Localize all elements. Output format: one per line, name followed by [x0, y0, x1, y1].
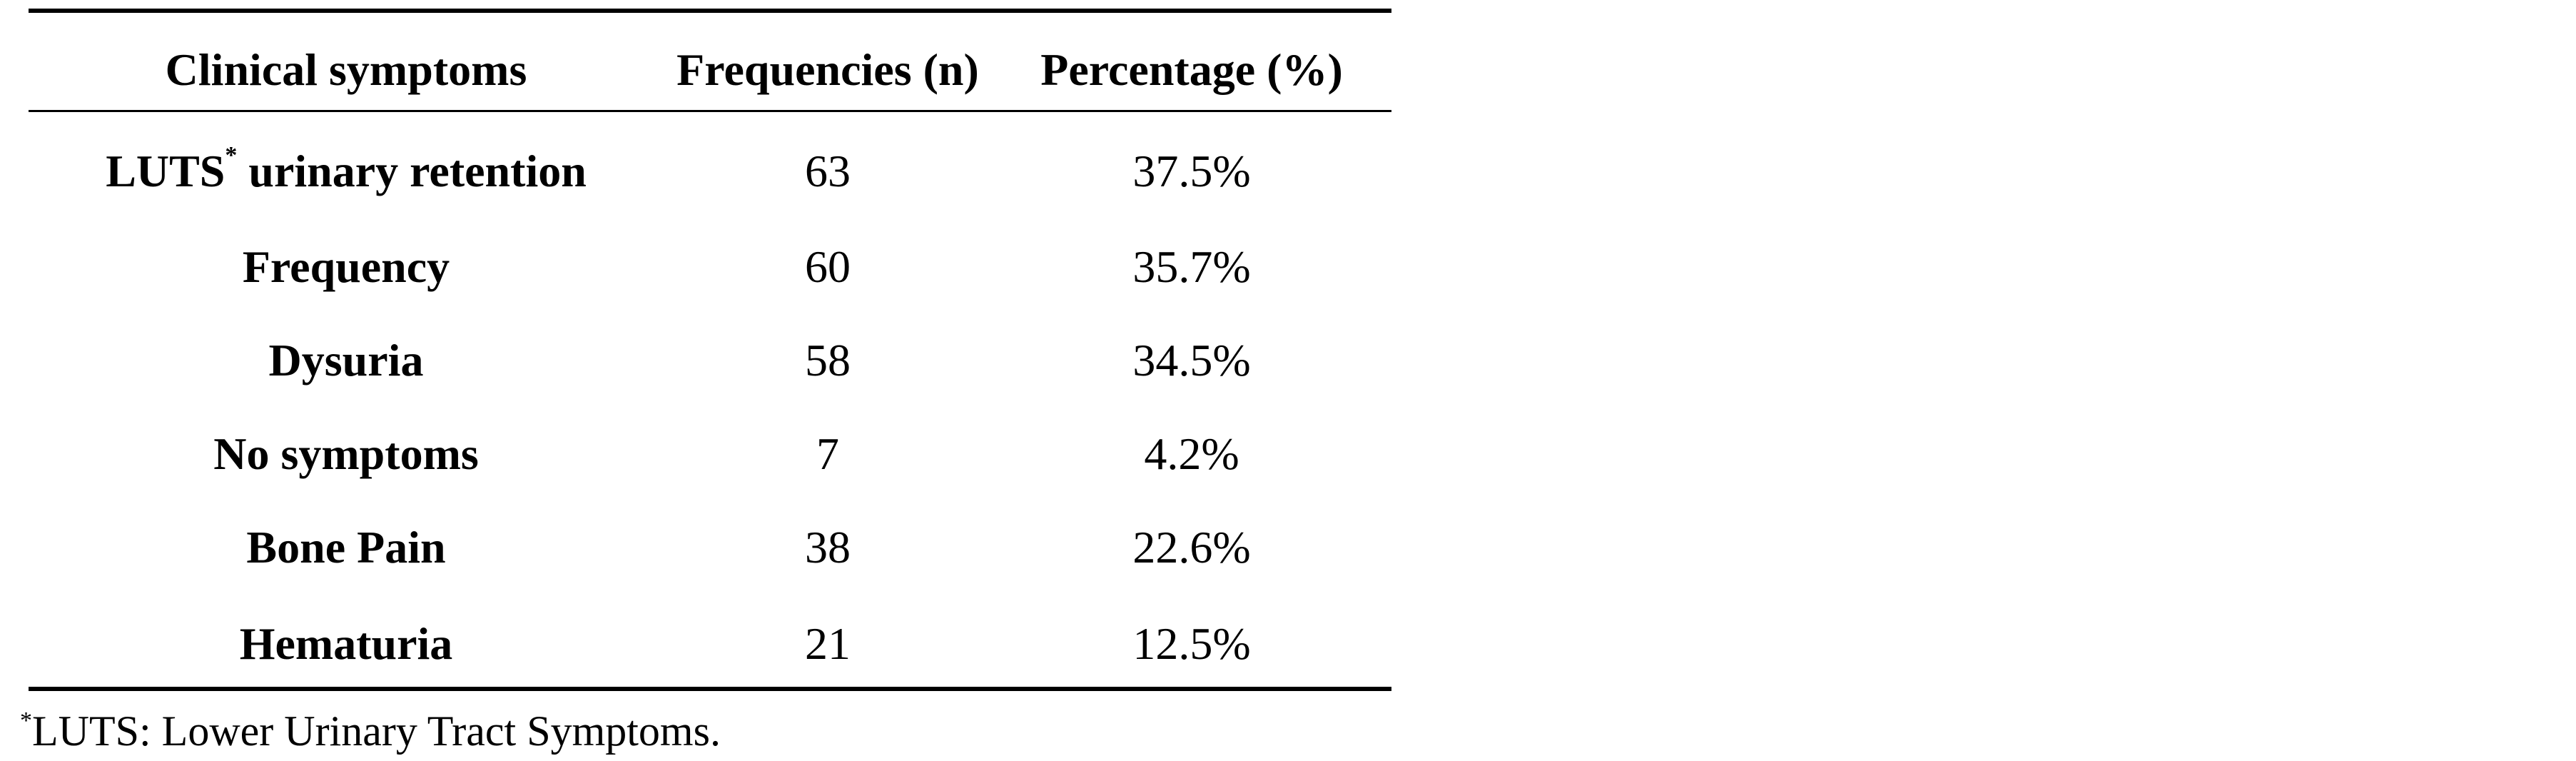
row-percentage: 12.5%: [1132, 618, 1251, 669]
row-frequency: 7: [816, 428, 839, 479]
table-row: Frequency 60 35.7%: [29, 231, 1391, 303]
row-percentage: 35.7%: [1132, 241, 1251, 292]
symptom-name-suffix: urinary retention: [237, 146, 587, 196]
row-frequency: 58: [805, 335, 851, 385]
header-frequencies: Frequencies (n): [676, 44, 979, 95]
table-row: Hematuria 21 12.5%: [29, 608, 1391, 680]
header-clinical-symptoms: Clinical symptoms: [165, 44, 527, 95]
table-header-row: Clinical symptoms Frequencies (n) Percen…: [29, 34, 1391, 106]
row-symptom: No symptoms: [213, 428, 479, 479]
row-frequency: 60: [805, 241, 851, 292]
row-frequency: 63: [805, 146, 851, 196]
footnote-marker: *: [225, 142, 238, 168]
table-header-rule: [29, 110, 1391, 112]
footnote-marker: *: [20, 707, 32, 734]
table-top-rule: [29, 9, 1391, 13]
row-symptom: Frequency: [242, 241, 450, 292]
table-row: No symptoms 7 4.2%: [29, 418, 1391, 490]
row-frequency: 38: [805, 522, 851, 573]
table-footnote: *LUTS: Lower Urinary Tract Symptoms.: [20, 702, 721, 760]
table-row: Bone Pain 38 22.6%: [29, 512, 1391, 583]
row-percentage: 22.6%: [1132, 522, 1251, 573]
row-percentage: 34.5%: [1132, 335, 1251, 385]
footnote-text: LUTS: Lower Urinary Tract Symptoms.: [32, 707, 721, 755]
row-percentage: 4.2%: [1144, 428, 1239, 479]
header-percentage: Percentage (%): [1040, 44, 1343, 95]
table-row: LUTS* urinary retention 63 37.5%: [29, 136, 1391, 207]
row-frequency: 21: [805, 618, 851, 669]
row-symptom: Bone Pain: [246, 522, 446, 573]
table-bottom-rule: [29, 687, 1391, 691]
symptom-name: LUTS: [106, 146, 225, 196]
row-percentage: 37.5%: [1132, 146, 1251, 196]
row-symptom: Hematuria: [239, 618, 453, 669]
table-row: Dysuria 58 34.5%: [29, 325, 1391, 396]
row-symptom: Dysuria: [268, 335, 424, 385]
row-symptom: LUTS* urinary retention: [29, 136, 664, 207]
